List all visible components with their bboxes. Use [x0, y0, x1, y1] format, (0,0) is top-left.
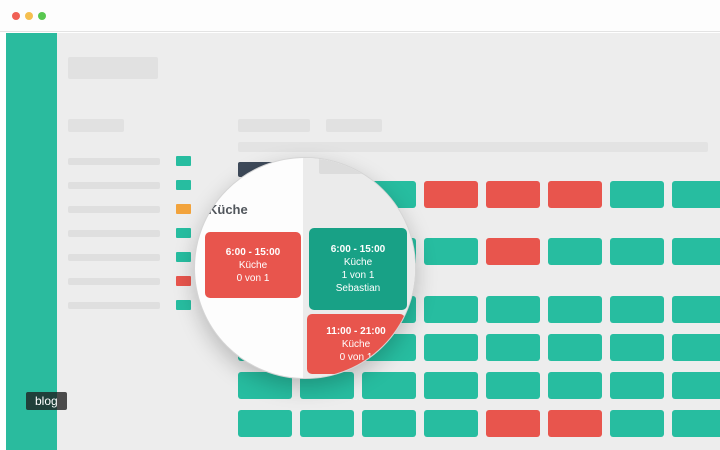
shift-block-filled[interactable] — [424, 372, 478, 399]
shift-block-filled[interactable] — [672, 296, 720, 323]
shift-block-filled[interactable] — [672, 238, 720, 265]
shift-block-filled[interactable] — [424, 238, 478, 265]
shift-slots: 1 von 1 — [341, 270, 375, 281]
shift-block-filled[interactable] — [548, 296, 602, 323]
sidebar — [6, 33, 57, 450]
zoom-shift-filled[interactable]: 6:00 - 15:00 Küche 1 von 1 Sebastian — [309, 228, 407, 310]
shift-block-open[interactable] — [548, 410, 602, 437]
shift-block-filled[interactable] — [548, 372, 602, 399]
shift-block-filled[interactable] — [362, 410, 416, 437]
section-label-placeholder — [68, 119, 124, 132]
toolbar-bar-placeholder — [238, 142, 708, 152]
employee-status-square — [176, 228, 191, 238]
shift-slots: 0 von 1 — [339, 351, 373, 363]
shift-department: Küche — [238, 259, 268, 271]
shift-block-filled[interactable] — [424, 334, 478, 361]
shift-time: 6:00 - 15:00 — [330, 244, 386, 255]
shift-employee: Sebastian — [335, 283, 381, 294]
shift-block-filled[interactable] — [238, 410, 292, 437]
shift-block-filled[interactable] — [300, 410, 354, 437]
shift-block-filled[interactable] — [424, 410, 478, 437]
employee-status-square — [176, 276, 191, 286]
shift-slots: 0 von 1 — [236, 272, 270, 284]
shift-block-filled[interactable] — [610, 296, 664, 323]
employee-status-square — [176, 204, 191, 214]
zoom-column-header — [319, 158, 377, 174]
employee-name-placeholder — [68, 206, 160, 213]
shift-block-filled[interactable] — [610, 334, 664, 361]
shift-block-open[interactable] — [424, 181, 478, 208]
page-title-placeholder — [68, 57, 158, 79]
shift-block-filled[interactable] — [424, 296, 478, 323]
shift-block-open[interactable] — [486, 238, 540, 265]
shift-block-filled[interactable] — [672, 410, 720, 437]
employee-name-placeholder — [68, 158, 160, 165]
employee-name-placeholder — [68, 254, 160, 261]
shift-block-filled[interactable] — [672, 181, 720, 208]
employee-status-square — [176, 156, 191, 166]
zoom-shift-open[interactable]: 6:00 - 15:00 Küche 0 von 1 — [205, 232, 301, 298]
shift-block-filled[interactable] — [548, 238, 602, 265]
magnifier-circle: Küche 6:00 - 15:00 Küche 0 von 1 6:00 - … — [194, 157, 416, 379]
employee-status-square — [176, 180, 191, 190]
employee-name-placeholder — [68, 302, 160, 309]
browser-titlebar — [0, 0, 720, 32]
window-minimize-button[interactable] — [25, 12, 33, 20]
shift-block-filled[interactable] — [672, 372, 720, 399]
window-close-button[interactable] — [12, 12, 20, 20]
shift-time: 11:00 - 21:00 — [326, 325, 386, 337]
shift-block-filled[interactable] — [486, 334, 540, 361]
shift-block-filled[interactable] — [610, 181, 664, 208]
shift-block-filled[interactable] — [610, 410, 664, 437]
toolbar-item-placeholder — [238, 119, 310, 132]
employee-status-square — [176, 252, 191, 262]
shift-department: Küche — [341, 338, 371, 350]
shift-block-open[interactable] — [486, 181, 540, 208]
employee-name-placeholder — [68, 230, 160, 237]
toolbar-item-placeholder — [326, 119, 382, 132]
shift-time: 6:00 - 15:00 — [225, 246, 281, 258]
watermark-text: blog — [26, 392, 67, 410]
employee-status-square — [176, 300, 191, 310]
shift-block-filled[interactable] — [548, 334, 602, 361]
shift-block-open[interactable] — [548, 181, 602, 208]
shift-block-filled[interactable] — [610, 238, 664, 265]
employee-name-placeholder — [68, 278, 160, 285]
window-zoom-button[interactable] — [38, 12, 46, 20]
shift-block-filled[interactable] — [486, 372, 540, 399]
shift-block-filled[interactable] — [486, 296, 540, 323]
shift-department: Küche — [343, 257, 373, 268]
shift-block-filled[interactable] — [610, 372, 664, 399]
zoom-shift-open[interactable]: 11:00 - 21:00 Küche 0 von 1 — [307, 314, 405, 374]
shift-block-open[interactable] — [486, 410, 540, 437]
zoom-section-label: Küche — [208, 202, 248, 217]
employee-name-placeholder — [68, 182, 160, 189]
shift-block-filled[interactable] — [672, 334, 720, 361]
